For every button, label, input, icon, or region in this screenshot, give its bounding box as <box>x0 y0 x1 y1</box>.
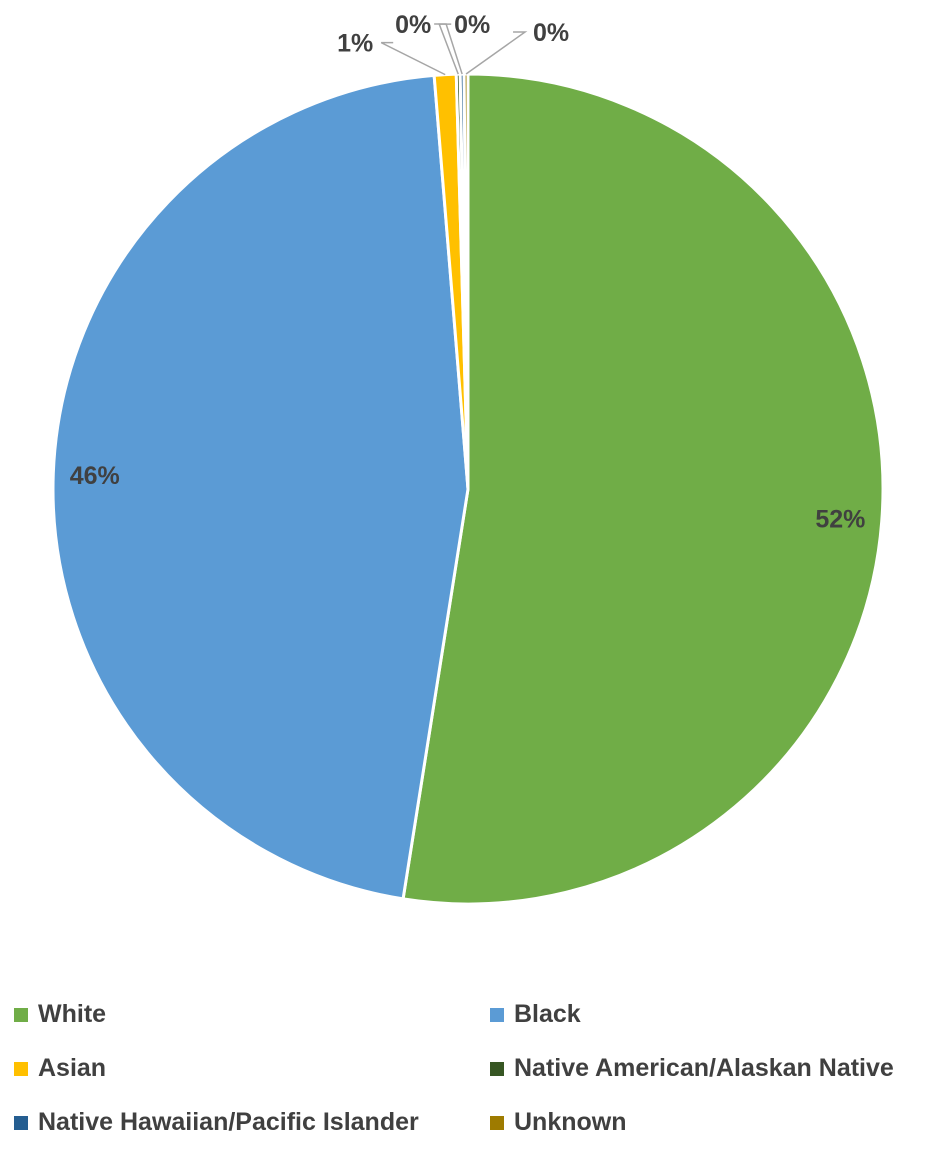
legend-label: Unknown <box>514 1108 627 1136</box>
legend-item-asian: Asian <box>14 1054 106 1083</box>
legend-swatch <box>14 1061 28 1076</box>
data-label-native-american-alaskan-native: 0% <box>395 11 431 39</box>
data-label-asian: 1% <box>337 30 373 58</box>
legend-swatch <box>490 1061 504 1076</box>
leader-line-unknown <box>465 31 528 75</box>
data-labels: 52% 46% 1% 0% 0% 0% <box>70 11 866 533</box>
legend-label: White <box>38 1000 107 1028</box>
legend-swatch <box>14 1115 28 1130</box>
pie-slice-white <box>401 72 885 906</box>
legend-item-native-hawaiian-pacific-islander: Native Hawaiian/Pacific Islander <box>14 1108 419 1137</box>
legend-item-native-american-alaskan-native: Native American/Alaskan Native <box>490 1054 894 1083</box>
leader-line-asian <box>380 41 446 76</box>
data-label-white: 52% <box>815 505 865 533</box>
data-label-native-hawaiian-pacific-islander: 0% <box>454 11 490 39</box>
leader-lines <box>380 23 528 76</box>
legend-label: Native American/Alaskan Native <box>514 1054 894 1082</box>
pie-slice-black <box>51 73 470 901</box>
pie-slices <box>51 72 885 906</box>
legend-swatch <box>490 1115 504 1130</box>
legend-label: Black <box>514 1000 581 1028</box>
legend-label: Asian <box>38 1054 107 1082</box>
legend-swatch <box>14 1007 28 1022</box>
data-label-black: 46% <box>70 462 120 490</box>
pie-chart: 52% 46% 1% 0% 0% 0% <box>51 11 885 906</box>
legend-label: Native Hawaiian/Pacific Islander <box>38 1108 419 1136</box>
legend-item-black: Black <box>490 1000 581 1029</box>
legend-item-unknown: Unknown <box>490 1108 627 1137</box>
legend-swatch <box>490 1007 504 1022</box>
leader-line-native-hawaiian-pacific-islander <box>434 23 463 75</box>
legend-item-white: White <box>14 1000 106 1029</box>
data-label-unknown: 0% <box>533 19 569 47</box>
